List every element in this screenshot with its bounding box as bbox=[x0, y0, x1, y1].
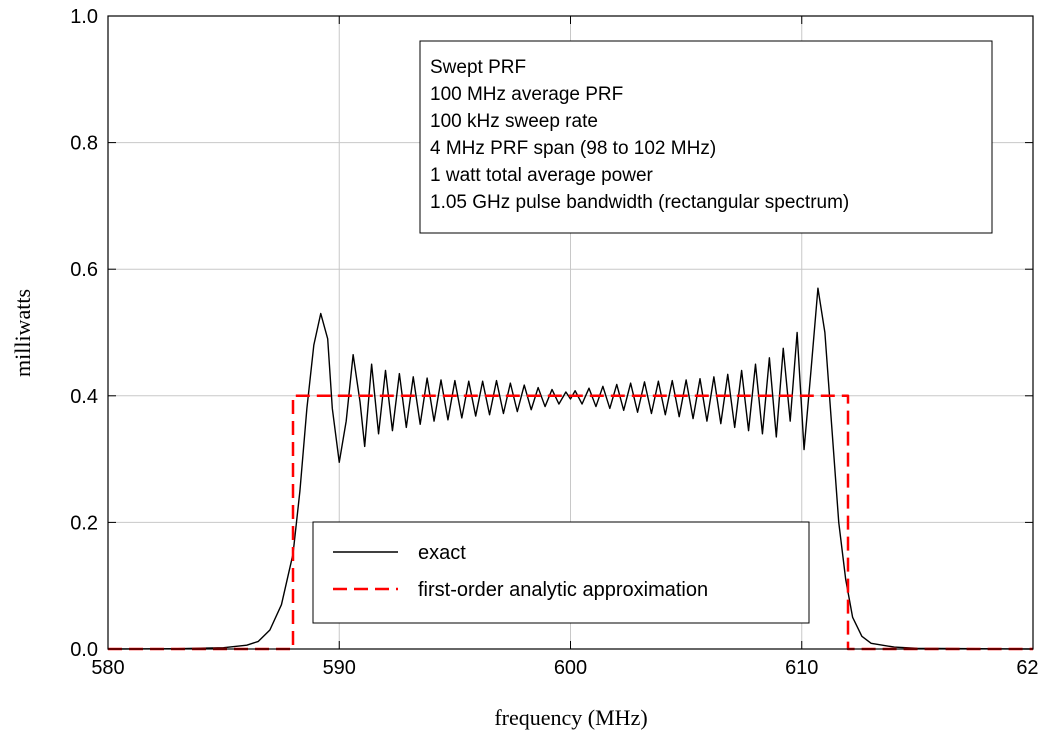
info-line: 4 MHz PRF span (98 to 102 MHz) bbox=[430, 138, 716, 159]
info-line: 1.05 GHz pulse bandwidth (rectangular sp… bbox=[430, 192, 849, 213]
legend-frame bbox=[312, 521, 810, 624]
y-tick-label: 0.8 bbox=[70, 133, 98, 155]
legend-entries: exact first-order analytic approximation bbox=[333, 542, 708, 601]
x-tick-label: 580 bbox=[91, 657, 124, 679]
x-tick-label: 610 bbox=[785, 657, 818, 679]
y-axis-title: milliwatts bbox=[10, 289, 35, 377]
x-tick-labels: 580 590 600 610 620 bbox=[91, 657, 1039, 679]
info-line: Swept PRF bbox=[430, 57, 526, 78]
x-tick-label: 620 bbox=[1016, 657, 1039, 679]
y-tick-label: 0.4 bbox=[70, 386, 98, 408]
x-tick-label: 600 bbox=[554, 657, 587, 679]
info-box: Swept PRF 100 MHz average PRF 100 kHz swee… bbox=[419, 40, 993, 234]
y-tick-labels: 0.0 0.2 0.4 0.6 0.8 1.0 bbox=[70, 6, 98, 661]
legend-label: first-order analytic approximation bbox=[418, 579, 708, 601]
legend-label: exact bbox=[418, 542, 466, 564]
y-tick-label: 0.6 bbox=[70, 259, 98, 281]
ticks bbox=[107, 15, 1034, 650]
legend: exact first-order analytic approximation bbox=[312, 521, 810, 624]
info-line: 100 MHz average PRF bbox=[430, 84, 623, 105]
y-tick-label: 0.2 bbox=[70, 512, 98, 534]
y-tick-label: 0.0 bbox=[70, 639, 98, 661]
y-tick-label: 1.0 bbox=[70, 6, 98, 28]
info-lines: Swept PRF 100 MHz average PRF 100 kHz swee… bbox=[430, 57, 849, 213]
info-line: 100 kHz sweep rate bbox=[430, 111, 598, 132]
series-line-0 bbox=[107, 287, 1034, 650]
info-line: 1 watt total average power bbox=[430, 165, 654, 186]
info-box-frame bbox=[419, 40, 993, 234]
x-tick-label: 590 bbox=[323, 657, 356, 679]
x-axis-title: frequency (MHz) bbox=[494, 705, 647, 730]
